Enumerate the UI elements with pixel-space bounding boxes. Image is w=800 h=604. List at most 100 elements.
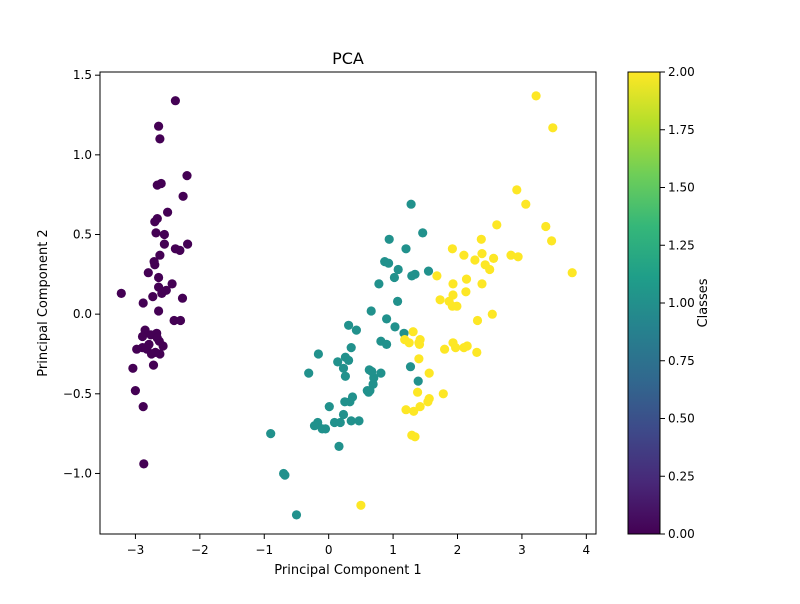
colorbar-tick-label: 2.00 [668,65,695,79]
scatter-point-class-2 [477,249,487,259]
scatter-point-class-1 [338,409,349,420]
scatter-point-class-0 [138,298,148,308]
scatter-point-class-0 [148,292,158,302]
scatter-point-class-0 [148,360,159,370]
scatter-point-class-0 [146,349,157,359]
y-tick-label: 0.5 [73,227,92,241]
colorbar-tick-label: 0.25 [668,469,695,483]
scatter-point-class-0 [155,134,165,144]
scatter-point-class-2 [459,343,469,353]
scatter-point-class-1 [407,271,417,281]
scatter-point-class-1 [384,234,394,244]
scatter-point-class-2 [432,271,442,281]
scatter-point-class-1 [401,244,411,254]
colorbar [627,71,661,535]
scatter-point-class-2 [438,389,448,399]
scatter-point-class-2 [541,221,551,232]
scatter-point-class-1 [344,355,354,365]
scatter-point-class-2 [547,236,557,246]
scatter-point-class-0 [152,333,162,343]
scatter-point-class-1 [351,325,361,335]
scatter-point-class-1 [389,272,399,283]
scatter-point-class-0 [159,239,169,249]
y-tick-label: −0.5 [63,387,92,401]
scatter-point-class-1 [333,357,343,367]
scatter-point-class-1 [340,371,350,381]
scatter-point-class-0 [141,343,151,353]
scatter-point-class-2 [448,279,458,289]
scatter-point-class-1 [393,296,403,306]
colorbar-label: Classes [696,278,711,327]
scatter-point-class-2 [413,387,423,397]
colorbar-tick-label: 0.00 [668,527,695,541]
scatter-point-class-1 [334,441,344,451]
scatter-point-class-2 [512,185,522,195]
scatter-point-class-0 [143,268,153,278]
scatter-point-class-2 [459,250,469,260]
x-tick-label: −2 [191,543,209,557]
scatter-point-class-1 [266,429,276,439]
scatter-point-class-0 [139,459,149,469]
scatter-point-class-2 [461,274,472,284]
y-tick-label: −1.0 [63,466,92,480]
scatter-point-class-2 [415,402,425,412]
scatter-point-class-0 [154,272,164,283]
scatter-point-class-1 [366,306,376,316]
scatter-point-class-0 [182,171,192,181]
colorbar-tick-label: 1.75 [668,123,695,137]
scatter-point-class-0 [169,315,179,326]
x-axis-label: Principal Component 1 [274,563,421,578]
x-tick-label: 2 [454,543,462,557]
scatter-point-class-0 [163,207,173,217]
scatter-point-class-1 [340,397,350,407]
scatter-point-class-2 [414,338,424,348]
scatter-point-class-1 [317,424,327,434]
scatter-point-class-2 [480,260,490,270]
scatter-point-class-1 [338,363,349,373]
x-tick-label: −3 [127,543,145,557]
scatter-point-class-2 [440,344,450,354]
scatter-point-class-2 [435,295,445,305]
scatter-point-class-1 [423,266,434,276]
scatter-point-class-1 [344,320,354,330]
scatter-point-class-1 [405,362,416,372]
y-tick-label: 0.0 [73,307,92,321]
scatter-point-class-0 [155,250,165,260]
scatter-point-class-0 [161,285,171,295]
scatter-point-class-0 [138,402,148,412]
scatter-point-class-1 [382,314,392,324]
scatter-point-class-2 [404,338,414,348]
x-axis: −3 −2 −1 0 1 2 3 4 [127,534,591,557]
scatter-point-class-0 [151,228,161,238]
scatter-point-class-1 [390,322,400,332]
scatter-point-class-1 [367,366,377,377]
scatter-point-class-2 [521,199,531,209]
scatter-point-class-1 [346,416,356,426]
scatter-point-class-2 [424,368,434,378]
scatter-point-class-1 [335,417,345,428]
scatter-point-class-0 [128,363,138,373]
scatter-point-class-0 [178,191,188,201]
scatter-point-class-0 [154,306,164,316]
colorbar-tick-label: 1.00 [668,296,695,310]
scatter-point-class-0 [137,331,148,342]
scatter-point-class-2 [409,406,419,416]
scatter-point-class-2 [492,220,502,230]
scatter-point-class-1 [354,416,364,426]
scatter-point-class-1 [376,368,386,378]
scatter-point-class-0 [175,315,186,326]
x-tick-label: 4 [583,543,591,557]
y-tick-label: 1.5 [73,68,92,82]
scatter-point-class-1 [346,343,356,353]
scatter-point-class-0 [149,257,159,267]
scatter-point-class-2 [447,244,457,254]
scatter-point-class-2 [401,405,411,415]
scatter-point-class-0 [130,386,140,396]
scatter-point-class-2 [424,394,434,404]
scatter-point-class-1 [280,470,290,480]
scatter-point-class-0 [158,341,168,351]
scatter-point-class-1 [406,199,416,209]
scatter-point-class-2 [476,234,486,244]
